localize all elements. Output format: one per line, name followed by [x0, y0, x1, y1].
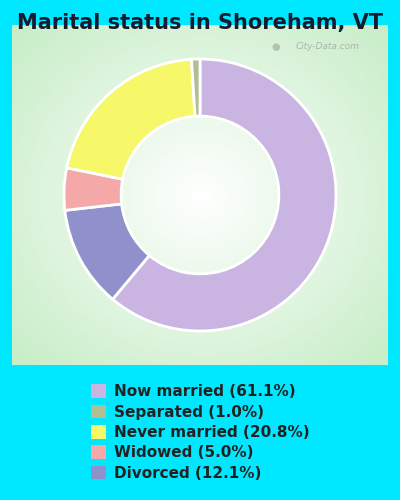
Wedge shape: [65, 204, 149, 299]
Wedge shape: [67, 60, 195, 179]
Wedge shape: [64, 168, 123, 210]
Text: ●: ●: [271, 42, 280, 52]
Wedge shape: [192, 59, 200, 116]
Text: City-Data.com: City-Data.com: [296, 42, 360, 51]
Wedge shape: [113, 59, 336, 331]
Text: Marital status in Shoreham, VT: Marital status in Shoreham, VT: [17, 12, 383, 32]
Legend: Now married (61.1%), Separated (1.0%), Never married (20.8%), Widowed (5.0%), Di: Now married (61.1%), Separated (1.0%), N…: [86, 380, 314, 486]
